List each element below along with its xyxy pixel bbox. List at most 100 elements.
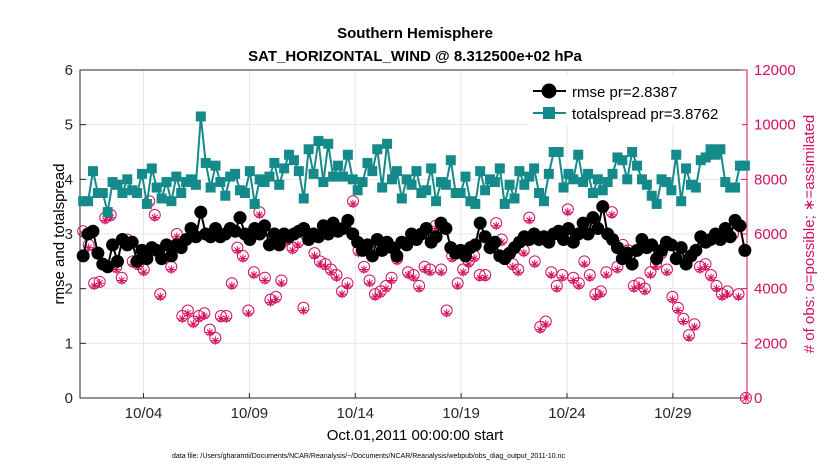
rmse-point xyxy=(267,227,281,241)
obs-assimilated-point xyxy=(227,281,237,291)
obs-assimilated-point xyxy=(255,210,264,220)
obs-assimilated-point xyxy=(189,320,198,329)
rmse-point xyxy=(91,246,105,260)
y-tick-label-left: 6 xyxy=(65,62,73,79)
rmse-point xyxy=(101,260,115,274)
totalspread-point xyxy=(102,207,113,218)
totalspread-point xyxy=(558,182,569,193)
x-axis-label: Oct.01,2011 00:00:00 start xyxy=(327,427,504,444)
totalspread-point xyxy=(739,160,750,171)
totalspread-point xyxy=(132,188,143,198)
y-tick-label-left: 1 xyxy=(65,335,73,352)
obs-possible-point xyxy=(739,392,752,404)
y-tick-label-left: 0 xyxy=(65,390,73,407)
obs-assimilated-point xyxy=(106,213,115,222)
rmse-point xyxy=(390,249,404,263)
totalspread-point xyxy=(563,168,574,179)
rmse-point xyxy=(645,238,659,252)
totalspread-point xyxy=(166,196,177,207)
totalspread-point xyxy=(372,144,383,155)
totalspread-point xyxy=(288,155,299,166)
x-tick-label: 10/14 xyxy=(336,405,374,422)
totalspread-point xyxy=(622,174,633,185)
rmse-point xyxy=(106,238,120,252)
totalspread-point xyxy=(553,147,564,157)
obs-assimilated-point xyxy=(514,268,523,277)
totalspread-point xyxy=(186,174,197,185)
rmse-point xyxy=(689,243,703,257)
rmse-point xyxy=(674,241,688,255)
totalspread-point xyxy=(367,166,378,177)
obs-assimilated-point xyxy=(365,279,374,288)
totalspread-point xyxy=(524,171,535,182)
totalspread-point xyxy=(210,160,221,171)
y-tick-label-right: 10000 xyxy=(754,117,796,134)
totalspread-point xyxy=(426,163,437,174)
obs-assimilated-point xyxy=(662,268,672,277)
legend-box xyxy=(528,76,742,126)
obs-assimilated-point xyxy=(563,207,573,217)
totalspread-point xyxy=(480,185,491,196)
rmse-point xyxy=(272,238,286,252)
obs-assimilated-point xyxy=(370,292,380,302)
legend-totalspread-marker xyxy=(543,107,555,119)
totalspread-point xyxy=(352,185,363,196)
y-tick-label-right: 8000 xyxy=(754,171,787,188)
totalspread-point xyxy=(578,177,589,188)
rmse-point xyxy=(321,227,335,241)
totalspread-point xyxy=(342,149,353,160)
rmse-point xyxy=(194,205,208,219)
rmse-point xyxy=(262,238,276,252)
obs-assimilated-point xyxy=(409,273,418,282)
y-tick-label-right: 2000 xyxy=(754,335,787,352)
totalspread-point xyxy=(534,188,545,198)
totalspread-point xyxy=(431,196,442,207)
obs-assimilated-point xyxy=(613,265,622,274)
legend: rmse pr=2.8387 totalspread pr=3.8762 xyxy=(528,76,742,126)
obs-assimilated-point xyxy=(684,333,694,343)
totalspread-point xyxy=(651,198,662,209)
obs-assimilated-point xyxy=(194,314,204,323)
obs-assimilated-point xyxy=(690,322,699,332)
totalspread-series xyxy=(78,111,750,218)
totalspread-point xyxy=(328,171,339,182)
obs-assimilated-point xyxy=(337,289,347,299)
obs-assimilated-point xyxy=(95,279,104,288)
totalspread-point xyxy=(538,196,549,207)
totalspread-point xyxy=(671,149,682,160)
totalspread-point xyxy=(377,182,388,193)
rmse-point xyxy=(596,200,610,214)
y-tick-label-left: 5 xyxy=(65,117,73,134)
rmse-point xyxy=(586,211,600,225)
obs-assimilated-point xyxy=(629,284,639,293)
rmse-point xyxy=(140,252,154,266)
totalspread-point xyxy=(641,179,652,190)
totalspread-point xyxy=(730,182,741,193)
rmse-point xyxy=(669,252,683,266)
totalspread-point xyxy=(87,166,98,177)
totalspread-point xyxy=(715,144,726,155)
obs-assimilated-point xyxy=(167,265,176,274)
obs-assimilated-point xyxy=(668,295,677,304)
obs-assimilated-point xyxy=(205,328,215,337)
totalspread-point xyxy=(190,179,201,190)
rmse-point xyxy=(400,238,414,252)
totalspread-point xyxy=(529,163,540,174)
totalspread-point xyxy=(406,179,417,190)
rmse-point xyxy=(360,238,374,252)
totalspread-point xyxy=(690,182,701,193)
rmse-point xyxy=(86,224,100,238)
totalspread-point xyxy=(279,163,290,174)
obs-assimilated-point xyxy=(211,336,220,345)
obs-assimilated-point xyxy=(425,268,435,277)
rmse-point xyxy=(610,241,624,255)
obs-assimilated-point xyxy=(552,284,561,293)
obs-assimilated-point xyxy=(492,221,501,230)
totalspread-point xyxy=(592,174,603,185)
obs-assimilated-point xyxy=(332,273,341,282)
obs-assimilated-point xyxy=(701,262,710,271)
totalspread-point xyxy=(171,171,182,182)
totalspread-point xyxy=(298,193,309,204)
totalspread-point xyxy=(220,190,231,201)
